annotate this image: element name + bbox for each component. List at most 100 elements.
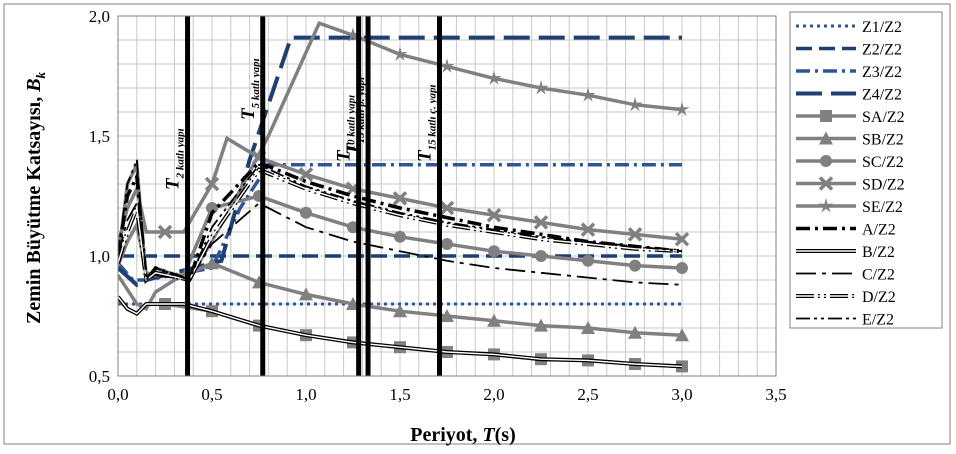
x-axis-title: Periyot, T(s) — [410, 424, 516, 446]
x-tick-label: 2,0 — [483, 385, 504, 404]
legend-label: Z3/Z2 — [862, 64, 902, 81]
y-tick-label: 1,5 — [89, 127, 110, 146]
series-sd-z2 — [118, 135, 690, 247]
series-point-sb-z2 — [628, 325, 642, 339]
series-z4-z2 — [118, 35, 682, 288]
legend-entry-a-z2: A/Z2 — [796, 222, 896, 239]
legend-label: SB/Z2 — [862, 132, 904, 149]
series-point-sb-z2 — [205, 256, 219, 270]
legend-marker-se-z2 — [818, 198, 834, 213]
series-point-sb-z2 — [487, 313, 501, 327]
vertical-marker-label: T10 katlı yapı — [334, 95, 358, 162]
series-point-se-z2 — [627, 96, 643, 112]
series-point-sb-z2 — [581, 321, 595, 334]
series-d-z2 — [118, 167, 683, 284]
legend-label: B/Z2 — [862, 244, 895, 261]
series-point-sb-z2 — [440, 309, 454, 322]
legend-label: E/Z2 — [862, 312, 894, 329]
series-point-sc-z2 — [629, 259, 641, 272]
series-line-z4-z2 — [118, 35, 682, 288]
legend-marker-sc-z2 — [820, 155, 832, 167]
series-point-se-z2 — [392, 46, 408, 61]
legend-label: C/Z2 — [862, 267, 895, 284]
vertical-marker-label: T2 katlı yapı — [163, 128, 187, 190]
x-tick-label: 1,0 — [295, 385, 316, 404]
x-tick-label: 0,0 — [107, 385, 128, 404]
series-a-z2 — [118, 160, 683, 285]
series-point-sd-z2 — [533, 215, 549, 230]
legend-marker-sb-z2 — [819, 131, 833, 145]
legend-entry-sc-z2: SC/Z2 — [796, 154, 904, 171]
series-point-sd-z2 — [627, 227, 643, 242]
legend-entry-z3-z2: Z3/Z2 — [796, 64, 902, 81]
y-tick-label: 0,5 — [89, 367, 110, 386]
legend-marker-sa-z2 — [820, 110, 832, 122]
x-tick-label: 3,0 — [671, 385, 692, 404]
series-line-a-z2 — [118, 160, 683, 285]
series-point-sd-z2 — [580, 222, 596, 237]
series-line-sd-z2 — [118, 135, 683, 245]
series-point-sd-z2 — [392, 191, 408, 206]
series-point-se-z2 — [486, 70, 502, 85]
series-point-sd-z2 — [298, 167, 314, 182]
series-point-sc-z2 — [488, 245, 500, 258]
series-point-sc-z2 — [394, 230, 406, 243]
series-point-sd-z2 — [204, 176, 220, 192]
x-tick-label: 0,5 — [201, 385, 222, 404]
x-tick-label: 1,5 — [389, 385, 410, 404]
legend-entry-e-z2: E/Z2 — [796, 312, 894, 329]
y-tick-label: 1,0 — [89, 247, 110, 266]
series-b-z2 — [118, 295, 683, 369]
legend-label: D/Z2 — [862, 289, 896, 306]
vertical-marker-label: T5 katlı yapı — [238, 58, 262, 120]
series-e-z2 — [118, 159, 683, 283]
axes: 0,0 0,5 1,0 1,5 2,0 2,5 3,0 3,50,51,01,52,0 — [89, 7, 787, 404]
series-point-se-z2 — [533, 80, 549, 95]
series-point-sc-z2 — [582, 254, 594, 267]
legend-label: Z4/Z2 — [862, 87, 902, 104]
legend-entry-d-z2: D/Z2 — [796, 289, 896, 306]
series-point-sd-z2 — [439, 200, 455, 216]
series-point-sb-z2 — [534, 318, 548, 332]
legend-label: SA/Z2 — [862, 109, 905, 126]
series-point-sc-z2 — [676, 262, 688, 274]
y-axis-title: Zemin Büyütme Katsayısı, Bk — [23, 71, 48, 324]
series-point-se-z2 — [674, 101, 690, 117]
series-point-sd-z2 — [674, 231, 690, 247]
legend-entry-z4-z2: Z4/Z2 — [796, 87, 902, 104]
y-tick-label: 2,0 — [89, 7, 110, 26]
legend-entry-b-z2: B/Z2 — [796, 244, 895, 261]
legend-entry-z2-z2: Z2/Z2 — [796, 42, 902, 59]
series-point-sc-z2 — [535, 250, 547, 262]
legend: Z1/Z2 Z2/Z2 Z3/Z2 Z4/Z2 SA/Z2 SB/Z2 SC/Z2 SD/Z2… — [789, 11, 943, 329]
series-point-sc-z2 — [441, 238, 453, 250]
series-point-sb-z2 — [299, 287, 313, 301]
legend-entry-c-z2: C/Z2 — [796, 267, 895, 284]
plot-border — [117, 15, 777, 377]
vertical-marker-label: T15 katlı p. yapı — [343, 77, 367, 155]
series-point-se-z2 — [439, 58, 455, 73]
legend-box — [789, 11, 943, 329]
series-line-d-z2-inner — [118, 168, 683, 282]
legend-label: A/Z2 — [862, 222, 896, 239]
legend-entry-sb-z2: SB/Z2 — [796, 131, 904, 149]
legend-label: SD/Z2 — [862, 177, 905, 194]
plot-area — [118, 21, 690, 373]
legend-label: Z2/Z2 — [862, 42, 902, 59]
legend-entry-se-z2: SE/Z2 — [796, 198, 903, 216]
legend-entry-sa-z2: SA/Z2 — [796, 109, 905, 126]
series-point-sb-z2 — [675, 328, 689, 342]
series-point-sb-z2 — [393, 304, 407, 318]
series-point-se-z2 — [345, 27, 361, 42]
x-tick-label: 2,5 — [577, 385, 598, 404]
vertical-markers: T2 katlı yapı T5 katlı yapı T10 katlı yapı… — [163, 16, 442, 376]
legend-label: SE/Z2 — [862, 199, 903, 216]
x-tick-label: 3,5 — [765, 385, 786, 404]
vertical-marker-label: T15 katlı ç. yapı — [414, 84, 438, 162]
series-point-sd-z2 — [157, 224, 173, 240]
series-point-sd-z2 — [486, 207, 502, 223]
series-line-e-z2 — [118, 159, 683, 283]
legend-entry-z1-z2: Z1/Z2 — [796, 19, 902, 36]
legend-entry-sd-z2: SD/Z2 — [796, 176, 905, 194]
